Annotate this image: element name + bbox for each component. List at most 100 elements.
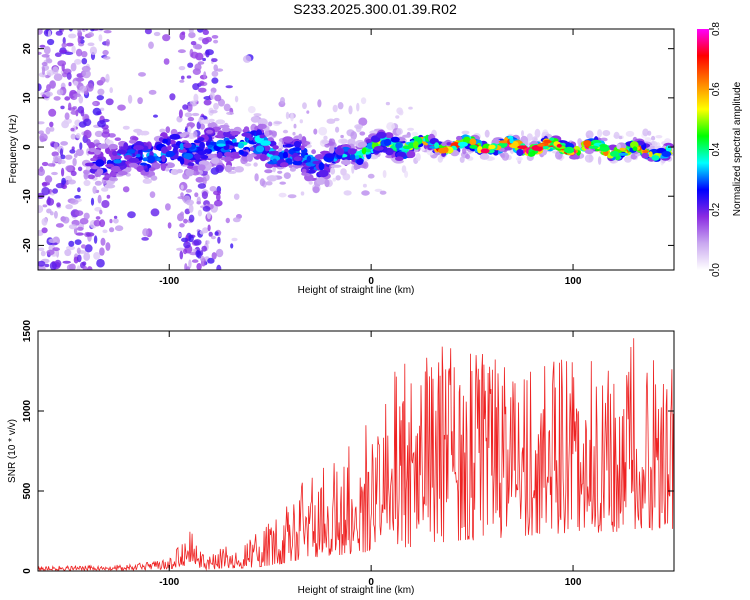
spectrogram-cell [186,75,192,79]
spectrogram-cell [246,154,253,162]
spectrogram-cell [80,109,85,117]
spectrogram-cell [328,145,335,154]
spectrogram-cell [183,241,191,249]
spectrogram-cell [41,94,47,99]
spectrogram-cell [534,128,541,138]
spectrogram-cell [333,117,340,122]
spectrogram-cell [238,149,245,155]
spectrogram-cell [359,131,366,136]
spectrogram-cell [127,211,136,219]
spectrogram-cell [128,157,140,163]
spectrogram-cell [624,156,632,163]
spectrogram-cell [83,118,92,127]
spectrogram-cell [184,208,191,215]
spectrogram-cell [213,190,221,196]
spectrogram-cell [41,187,50,196]
spectrogram-cell [234,95,239,103]
spectrogram-cell [617,152,628,156]
spectrogram-cell [213,39,219,44]
spectrogram-cell [272,145,279,150]
spectrogram-cell [74,239,82,246]
spectrogram-cell [75,232,84,236]
spectrogram-cell [651,155,660,161]
spectrogram-cell [101,131,111,138]
spectrogram-cell [216,151,223,159]
spectrogram-cell [197,137,205,142]
spectrogram-cell [337,102,344,110]
spectrogram-cell [108,177,116,181]
spectrogram-cell [447,146,454,154]
spectrogram-cell [407,127,415,131]
spectrogram-cell [199,141,206,150]
spectrogram-cell [456,135,462,141]
spectrogram-cell [176,247,186,251]
spectrogram-cell [240,156,248,165]
spectrogram-cell [282,129,289,134]
spectrogram-cell [161,154,166,163]
spectrogram-cell [411,131,419,137]
spectrogram-cell [479,153,490,160]
spectrogram-cell [480,148,490,154]
spectrogram-cell [306,155,312,164]
spectrogram-cell [105,242,111,251]
spectrogram-cell [386,122,395,131]
spectrogram-cell [222,130,233,138]
spectrogram-cell [90,29,95,32]
spectrogram-cell [211,35,219,39]
spectrogram-cell [197,209,202,217]
spectrogram-cell [488,144,496,150]
spectrogram-cell [361,190,370,196]
spectrogram-cell [272,165,276,173]
spectrogram-cell [625,130,635,137]
spectrogram-cell [53,155,61,163]
spectrogram-cell [205,36,212,43]
spectrogram-cell [90,157,97,162]
spectrogram-cell [180,192,184,198]
snr-ytick-label: 1500 [22,319,33,342]
spectrogram-cell [285,111,290,120]
spectrogram-cell [231,151,240,156]
spectrogram-cell [197,164,206,171]
spectrogram-cell [203,71,207,80]
spectrogram-cell [232,217,241,223]
spectrogram-cell [178,66,186,71]
spectrogram-cell [180,211,184,217]
spectrogram-cell [266,175,278,182]
spectrogram-cell [208,118,215,123]
spectrogram-cell [61,29,65,32]
spectrogram-cell [196,29,204,33]
spectrogram-cell [92,107,102,116]
spectrogram-cell [165,126,171,134]
spectrogram-cell [335,175,341,181]
spectrogram-cell [230,130,241,136]
spectrogram-cell [404,170,409,178]
spectrogram-cell [237,142,245,149]
spectrogram-cell [101,187,109,192]
spectrogram-cell [215,164,224,173]
spectrogram-cell [517,145,528,149]
spectrogram-cell [179,250,184,260]
spectrogram-ytick-label: 0 [22,144,33,150]
spectrogram-cell [211,252,217,260]
spectrogram-cell [271,131,277,137]
spectrogram-cell [384,132,394,139]
spectrogram-cell [67,107,76,111]
spectrogram-cell [537,143,545,147]
spectrogram-cell [122,125,130,130]
spectrogram-cell [179,143,184,150]
spectrogram-cell [584,149,594,155]
spectrogram-cell [108,143,118,150]
spectrogram-cell [462,147,467,155]
spectrogram-cell [68,29,74,32]
spectrogram-cell [178,109,183,119]
spectrogram-cell [90,197,95,206]
spectrogram-cell [360,97,367,105]
spectrogram-cell [39,44,46,48]
spectrogram-cell [521,130,524,137]
spectrogram-cell [159,128,166,133]
spectrogram-cell [273,121,283,125]
spectrogram-cell [619,147,626,151]
spectrogram-cell [74,195,81,199]
spectrogram-cell [123,142,129,150]
